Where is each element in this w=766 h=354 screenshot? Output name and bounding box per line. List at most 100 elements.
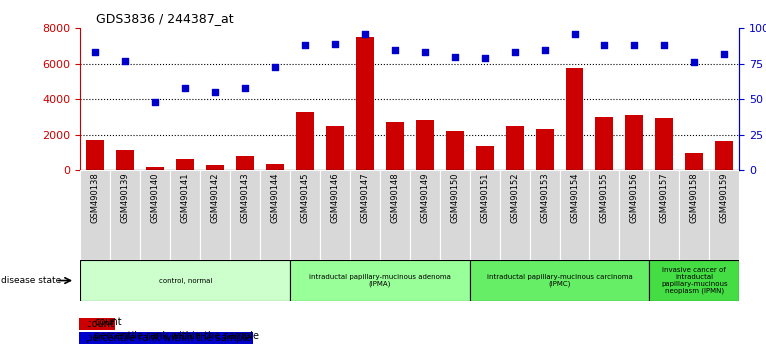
Text: intraductal papillary-mucinous adenoma
(IPMA): intraductal papillary-mucinous adenoma (… [309,274,451,287]
Text: percentile rank within the sample: percentile rank within the sample [94,331,259,341]
Bar [326,126,344,170]
Bar [200,170,230,260]
Bar [296,112,314,170]
Bar [650,170,679,260]
Bar [410,170,440,260]
Bar [290,170,320,260]
Bar [350,170,380,260]
Point [538,47,551,52]
Bar [650,260,739,301]
Point [598,42,611,48]
Text: GSM490140: GSM490140 [151,173,160,223]
Point [90,50,102,55]
Point [509,50,521,55]
Bar [715,141,733,170]
Text: GSM490141: GSM490141 [181,173,190,223]
Bar [236,156,254,170]
Point [358,31,371,37]
Text: control, normal: control, normal [159,278,212,284]
Point [449,54,461,59]
Bar [80,260,290,301]
Point [658,42,670,48]
Bar [535,129,554,170]
Bar [87,140,104,170]
Bar [709,170,739,260]
Text: GSM490147: GSM490147 [360,173,369,223]
Bar [380,170,410,260]
Text: GSM490150: GSM490150 [450,173,460,223]
Bar [625,115,643,170]
Text: GDS3836 / 244387_at: GDS3836 / 244387_at [96,12,234,25]
Bar [356,37,374,170]
Bar [499,170,529,260]
Point [299,42,311,48]
Text: count: count [80,319,114,329]
Bar [470,260,650,301]
Text: disease state: disease state [1,276,61,285]
Text: GSM490159: GSM490159 [720,173,728,223]
Point [119,58,132,64]
Bar [595,117,614,170]
Bar [260,170,290,260]
Bar [656,118,673,170]
Bar [620,170,650,260]
Bar [416,120,434,170]
Point [718,51,730,57]
Point [568,31,581,37]
Text: GSM490144: GSM490144 [270,173,280,223]
Point [419,50,431,55]
Text: GSM490146: GSM490146 [330,173,339,223]
Bar [440,170,470,260]
Text: GSM490155: GSM490155 [600,173,609,223]
Bar [470,170,499,260]
Point [179,85,192,91]
Bar [206,165,224,170]
Bar [116,150,134,170]
Text: GSM490139: GSM490139 [121,173,130,223]
Point [479,55,491,61]
Text: GSM490142: GSM490142 [211,173,220,223]
Bar [679,170,709,260]
Text: intraductal papillary-mucinous carcinoma
(IPMC): intraductal papillary-mucinous carcinoma… [486,274,633,287]
Text: GSM490157: GSM490157 [660,173,669,223]
Point [329,41,341,47]
Bar [590,170,620,260]
Bar [386,122,404,170]
Text: invasive cancer of
intraductal
papillary-mucinous
neoplasm (IPMN): invasive cancer of intraductal papillary… [661,267,728,294]
Bar [559,170,590,260]
Point [239,85,251,91]
Point [628,42,640,48]
Text: GSM490145: GSM490145 [300,173,309,223]
Bar [230,170,260,260]
Point [149,99,162,105]
Point [388,47,401,52]
Text: GSM490143: GSM490143 [241,173,250,223]
Bar [146,167,164,170]
Bar [320,170,350,260]
Bar [110,170,140,260]
Point [688,59,700,65]
Text: GSM490152: GSM490152 [510,173,519,223]
Bar [446,131,463,170]
Text: GSM490158: GSM490158 [689,173,699,223]
Text: GSM490154: GSM490154 [570,173,579,223]
Bar [80,170,110,260]
Bar [290,260,470,301]
Bar [565,68,584,170]
Text: ■: ■ [80,317,90,327]
Text: percentile rank within the sample: percentile rank within the sample [80,333,252,343]
Text: GSM490156: GSM490156 [630,173,639,223]
Point [209,89,221,95]
Bar [176,159,195,170]
Text: ■: ■ [80,331,90,341]
Text: GSM490138: GSM490138 [91,173,100,223]
Bar [529,170,559,260]
Bar [686,153,703,170]
Text: GSM490153: GSM490153 [540,173,549,223]
Text: count: count [94,317,122,327]
Bar [506,126,524,170]
Bar [266,164,284,170]
Text: GSM490151: GSM490151 [480,173,489,223]
Point [269,64,281,69]
Bar [170,170,200,260]
